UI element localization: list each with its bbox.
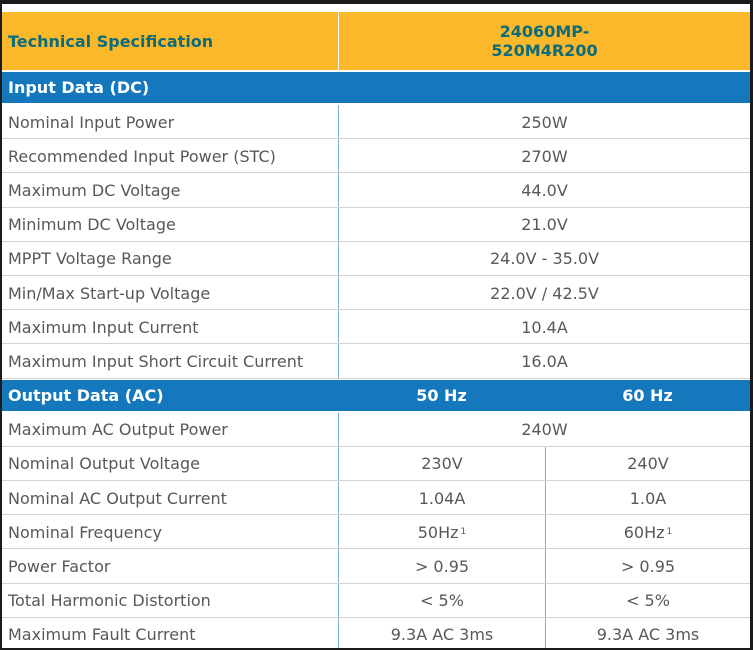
row-value: 240W [521, 420, 568, 440]
row-separator [2, 582, 750, 584]
header-model: 24060MP- 520M4R200 [339, 12, 750, 70]
row-value: 21.0V [521, 215, 568, 235]
column-divider [338, 310, 339, 345]
row-label: Total Harmonic Distortion [8, 591, 211, 611]
cell-value: 50Hz [417, 522, 459, 542]
row-separator [2, 480, 750, 481]
row-label: MPPT Voltage Range [8, 249, 172, 269]
row-label: Power Factor [8, 556, 111, 576]
spec-table: Technical Specification 24060MP- 520M4R200… [2, 4, 750, 648]
row-label: Nominal Input Power [8, 112, 175, 132]
row-value: 50Hz 1 [339, 515, 545, 549]
row-value: 9.3A AC 3ms [390, 625, 494, 645]
row-value: 60Hz 1 [546, 515, 750, 549]
header-title: Technical Specification [2, 12, 338, 70]
row-separator [2, 377, 750, 379]
row-value: < 5% [420, 591, 464, 611]
footnote-mark: 1 [666, 527, 673, 538]
column-divider [338, 549, 339, 584]
row-label: Maximum DC Voltage [8, 180, 181, 200]
footnote-mark: 1 [460, 527, 467, 538]
row-separator [2, 138, 750, 140]
row-separator [2, 206, 750, 208]
column-divider [338, 481, 339, 516]
column-divider [545, 481, 546, 516]
column-header: 50 Hz [338, 379, 545, 411]
column-divider [545, 549, 546, 584]
column-divider [338, 344, 339, 379]
column-divider [338, 105, 339, 140]
row-value: 16.0A [521, 351, 568, 371]
row-value: 24.0V - 35.0V [489, 249, 600, 269]
column-divider [338, 515, 339, 550]
row-value: 230V [421, 454, 463, 474]
model-line: 520M4R200 [491, 41, 598, 60]
row-separator [2, 309, 750, 311]
column-divider [338, 276, 339, 311]
column-divider [545, 617, 546, 648]
column-divider [338, 446, 339, 481]
row-label: Maximum Fault Current [8, 625, 196, 645]
row-label: Nominal Output Voltage [8, 454, 200, 474]
section-title: Output Data (AC) [2, 379, 338, 411]
column-divider [545, 446, 546, 481]
row-value: 240V [627, 454, 669, 474]
row-label: Nominal Frequency [8, 522, 162, 542]
column-divider [545, 515, 546, 550]
row-separator [2, 343, 750, 345]
row-value: 9.3A AC 3ms [596, 625, 700, 645]
row-label: Minimum DC Voltage [8, 215, 176, 235]
row-label: Recommended Input Power (STC) [8, 146, 276, 166]
header-divider [338, 12, 339, 70]
column-divider [338, 241, 339, 276]
row-separator [2, 172, 750, 174]
column-divider [338, 412, 339, 447]
section-title: Input Data (DC) [2, 72, 338, 103]
row-separator [2, 240, 750, 242]
row-value: 44.0V [521, 180, 568, 200]
row-value: 10.4A [521, 317, 568, 337]
row-separator [2, 548, 750, 550]
row-separator [2, 275, 750, 276]
row-value: 1.04A [418, 488, 466, 508]
column-divider [338, 173, 339, 208]
row-label: Maximum Input Short Circuit Current [8, 351, 304, 371]
column-divider [338, 617, 339, 648]
row-separator [2, 445, 750, 447]
column-header: 60 Hz [545, 379, 750, 411]
row-label: Nominal AC Output Current [8, 488, 227, 508]
cell-value: 60Hz [623, 522, 665, 542]
row-label: Min/Max Start-up Voltage [8, 283, 211, 303]
column-divider [545, 583, 546, 618]
row-value: < 5% [626, 591, 670, 611]
column-divider [338, 207, 339, 242]
row-value: > 0.95 [620, 556, 676, 576]
column-divider [338, 139, 339, 174]
row-separator [2, 616, 750, 618]
row-label: Maximum Input Current [8, 317, 199, 337]
row-value: 250W [521, 112, 568, 132]
column-divider [338, 583, 339, 618]
model-line: 24060MP- [499, 22, 590, 41]
row-value: 1.0A [629, 488, 667, 508]
row-value: 270W [521, 146, 568, 166]
row-separator [2, 514, 750, 516]
row-value: 22.0V / 42.5V [490, 283, 599, 303]
row-value: > 0.95 [414, 556, 470, 576]
row-label: Maximum AC Output Power [8, 420, 228, 440]
